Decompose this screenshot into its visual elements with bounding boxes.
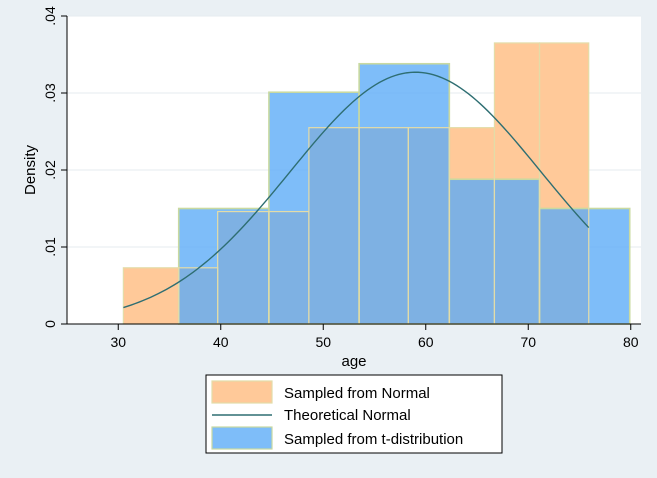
legend-label-t-distribution: Sampled from t-distribution — [284, 431, 463, 448]
x-tick-label-3: 60 — [418, 334, 434, 350]
t-bar-1 — [268, 91, 360, 325]
x-tick-label-2: 50 — [315, 334, 331, 350]
theoretical-normal-curve — [123, 71, 590, 309]
y-tick-label-1: .01 — [42, 237, 58, 257]
y-ticks: 0 .01 .02 .03 .04 — [42, 6, 67, 328]
y-tick-label-0: 0 — [42, 320, 58, 328]
x-tick-label-4: 70 — [520, 334, 536, 350]
legend: Sampled from Normal Theoretical Normal S… — [205, 374, 503, 454]
y-axis-title: Density — [22, 144, 39, 195]
x-axis-title: age — [341, 353, 366, 370]
t-distribution-bars — [177, 62, 631, 325]
x-ticks: 30 40 50 60 70 80 — [110, 324, 639, 350]
legend-label-theoretical: Theoretical Normal — [284, 407, 411, 424]
legend-swatch-t-distribution — [211, 426, 273, 450]
x-tick-label-1: 40 — [213, 334, 229, 350]
x-tick-label-0: 30 — [110, 334, 126, 350]
legend-swatch-normal — [211, 380, 273, 404]
t-bar-0 — [177, 207, 270, 325]
x-tick-label-5: 80 — [623, 334, 639, 350]
y-tick-label-4: .04 — [42, 6, 58, 26]
y-tick-label-2: .02 — [42, 160, 58, 180]
t-bar-4 — [538, 207, 631, 325]
t-bar-2 — [358, 62, 451, 325]
normal-bar-0 — [123, 267, 179, 324]
y-tick-label-3: .03 — [42, 83, 58, 103]
legend-label-normal: Sampled from Normal — [284, 385, 430, 402]
